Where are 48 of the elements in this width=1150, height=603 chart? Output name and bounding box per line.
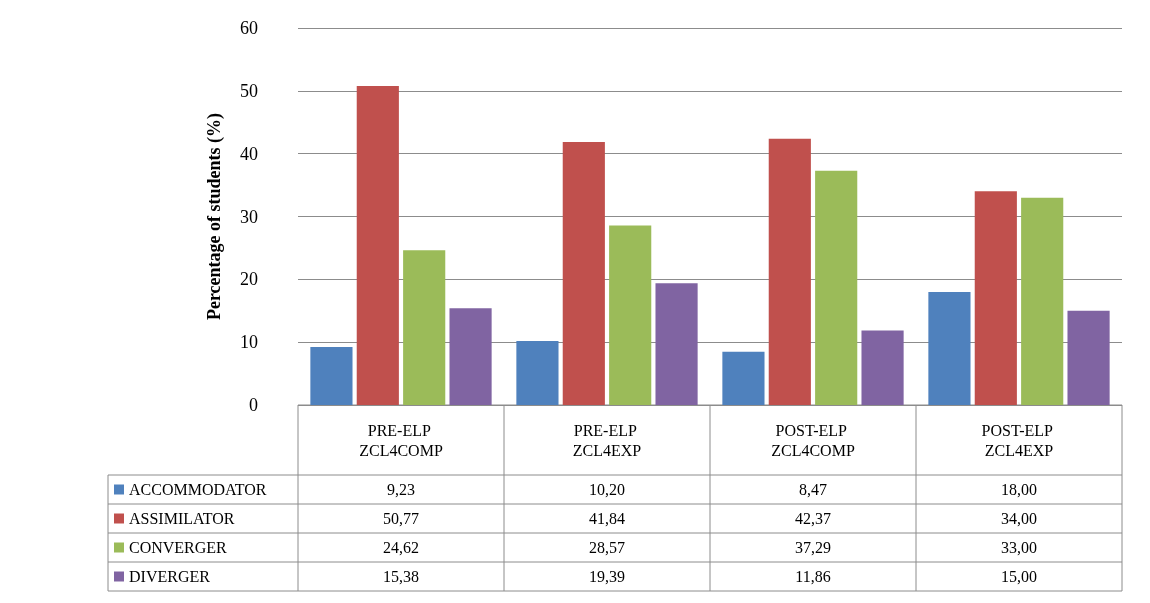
data-label: 18,00 <box>1001 481 1037 498</box>
bar <box>310 347 353 405</box>
y-tick-label: 20 <box>240 269 258 290</box>
x-tick-label: POST-ELP ZCL4EXP <box>981 421 1057 459</box>
x-tick-label: PRE-ELP ZCL4EXP <box>572 421 642 459</box>
bar <box>609 225 652 405</box>
data-label: 19,39 <box>589 568 625 585</box>
data-label: 15,38 <box>383 568 419 585</box>
bar <box>722 351 765 405</box>
y-tick-label: 40 <box>240 143 258 164</box>
bar <box>562 142 605 405</box>
bar <box>928 291 971 405</box>
y-tick-label: 50 <box>240 80 258 101</box>
data-label: 37,29 <box>795 539 831 556</box>
data-label: 15,00 <box>1001 568 1037 585</box>
y-tick-label: 60 <box>240 18 258 38</box>
y-tick-label: 0 <box>249 395 258 415</box>
bar <box>1067 310 1110 405</box>
data-label: 34,00 <box>1001 510 1037 527</box>
legend-label: CONVERGER <box>129 539 228 556</box>
data-label: 33,00 <box>1001 539 1037 556</box>
data-label: 50,77 <box>383 510 419 527</box>
legend-label: DIVERGER <box>129 568 211 585</box>
x-tick-label: PRE-ELP ZCL4COMP <box>359 421 443 459</box>
bar <box>449 308 492 405</box>
data-label: 42,37 <box>795 510 831 527</box>
bar <box>861 330 904 405</box>
data-label: 24,62 <box>383 539 419 556</box>
data-label: 11,86 <box>795 568 831 585</box>
bar <box>815 170 858 405</box>
x-tick-label: POST-ELP ZCL4COMP <box>771 421 855 459</box>
data-label: 8,47 <box>799 481 827 498</box>
bar <box>768 138 811 405</box>
y-axis-title: Percentage of students (%) <box>204 112 225 321</box>
legend-label: ASSIMILATOR <box>129 510 235 527</box>
y-tick-label: 30 <box>240 206 258 227</box>
y-tick-label: 10 <box>240 332 258 353</box>
data-label: 28,57 <box>589 539 625 556</box>
bar <box>974 191 1017 405</box>
data-label: 10,20 <box>589 481 625 498</box>
data-label: 9,23 <box>387 481 415 498</box>
bar <box>1021 197 1064 405</box>
bar <box>655 283 698 405</box>
bar <box>356 86 399 405</box>
legend-label: ACCOMMODATOR <box>129 481 267 498</box>
bar <box>516 340 559 405</box>
bar <box>403 250 446 405</box>
data-label: 41,84 <box>589 510 625 527</box>
